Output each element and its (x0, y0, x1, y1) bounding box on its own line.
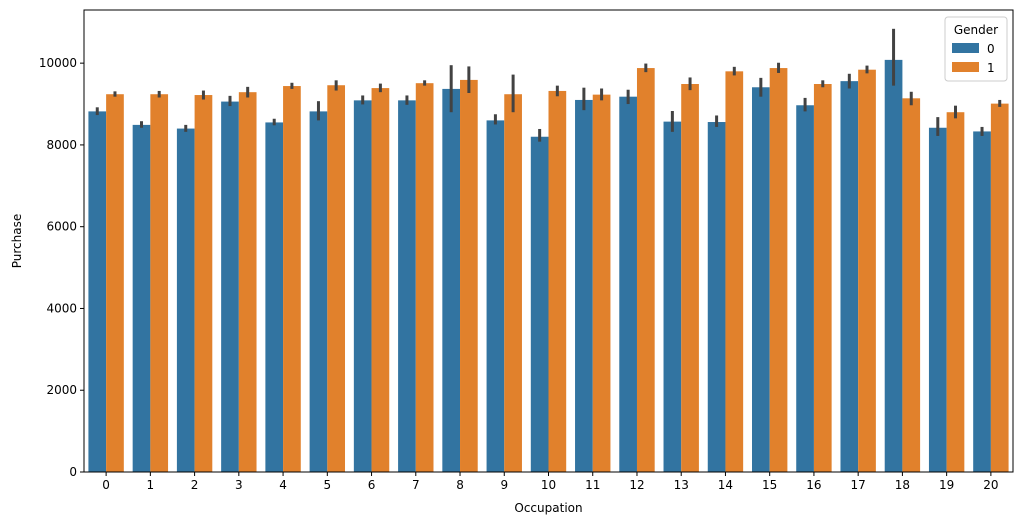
bar-occupation-18-gender-0 (884, 59, 903, 472)
bar-occupation-11-gender-1 (592, 94, 611, 472)
bar-occupation-9-gender-0 (486, 120, 505, 472)
legend-title: Gender (954, 23, 998, 37)
x-tick-label: 9 (500, 478, 508, 492)
bar-occupation-1-gender-1 (150, 94, 169, 472)
bar-occupation-1-gender-0 (132, 124, 151, 472)
x-tick-label: 4 (279, 478, 287, 492)
bar-occupation-17-gender-0 (840, 81, 859, 472)
bar-occupation-0-gender-0 (88, 111, 107, 472)
legend-label-gender-0: 0 (987, 42, 995, 56)
bar-occupation-9-gender-1 (504, 94, 522, 472)
y-tick-label: 8000 (46, 138, 77, 152)
bar-occupation-16-gender-1 (813, 84, 832, 472)
legend-label-gender-1: 1 (987, 61, 995, 75)
x-tick-label: 17 (851, 478, 866, 492)
bar-occupation-14-gender-1 (725, 71, 744, 472)
bar-occupation-2-gender-1 (194, 95, 213, 472)
legend-swatch-gender-1 (952, 62, 979, 72)
bars-layer (88, 59, 1009, 473)
x-tick-label: 14 (718, 478, 733, 492)
bar-occupation-15-gender-0 (752, 87, 770, 473)
bar-occupation-20-gender-1 (990, 103, 1009, 472)
bar-occupation-19-gender-1 (946, 112, 965, 473)
bar-occupation-4-gender-1 (283, 86, 301, 473)
error-bars-layer (95, 28, 1002, 142)
bar-occupation-5-gender-0 (309, 111, 328, 472)
bar-occupation-13-gender-1 (681, 84, 699, 472)
y-axis-label: Purchase (10, 214, 24, 269)
x-tick-label: 6 (368, 478, 376, 492)
bar-occupation-18-gender-1 (902, 98, 921, 472)
x-tick-label: 11 (585, 478, 600, 492)
bar-occupation-10-gender-0 (530, 136, 549, 473)
bar-occupation-15-gender-1 (769, 68, 788, 472)
bar-occupation-6-gender-1 (371, 88, 390, 472)
bar-occupation-14-gender-0 (707, 122, 726, 473)
legend: Gender 01 (944, 16, 1008, 82)
x-axis-label: Occupation (514, 501, 582, 515)
bar-occupation-2-gender-0 (176, 128, 195, 472)
bar-occupation-16-gender-0 (796, 105, 814, 472)
bar-occupation-3-gender-0 (221, 101, 239, 472)
x-tick-label: 5 (323, 478, 331, 492)
legend-swatch-gender-0 (952, 43, 979, 53)
bar-occupation-13-gender-0 (663, 121, 682, 473)
x-tick-label: 7 (412, 478, 420, 492)
legend-items: 01 (952, 42, 995, 75)
x-tick-label: 3 (235, 478, 243, 492)
y-tick-label: 0 (69, 465, 77, 479)
bar-occupation-20-gender-0 (973, 131, 991, 472)
bar-occupation-7-gender-0 (398, 100, 416, 473)
bar-occupation-6-gender-0 (353, 100, 372, 473)
x-axis-ticks: 0 1 2 3 4 5 6 7 8 9 10 11 12 13 14 15 16 17 18 19 20 (102, 472, 999, 492)
bar-occupation-19-gender-0 (928, 127, 947, 472)
x-tick-label: 0 (102, 478, 110, 492)
bar-occupation-12-gender-0 (619, 96, 637, 473)
bar-occupation-7-gender-1 (415, 83, 434, 473)
x-tick-label: 10 (541, 478, 556, 492)
x-tick-label: 1 (147, 478, 155, 492)
bar-occupation-17-gender-1 (858, 69, 876, 472)
y-tick-label: 10000 (39, 56, 77, 70)
bar-occupation-3-gender-1 (238, 92, 257, 473)
x-tick-label: 13 (674, 478, 689, 492)
bar-occupation-10-gender-1 (548, 90, 567, 472)
x-tick-label: 8 (456, 478, 464, 492)
x-tick-label: 19 (939, 478, 954, 492)
bar-occupation-8-gender-1 (460, 79, 478, 472)
y-tick-label: 6000 (46, 220, 77, 234)
x-tick-label: 20 (983, 478, 998, 492)
x-tick-label: 18 (895, 478, 910, 492)
x-tick-label: 15 (762, 478, 777, 492)
bar-occupation-0-gender-1 (106, 94, 124, 472)
x-tick-label: 12 (629, 478, 644, 492)
x-tick-label: 16 (806, 478, 821, 492)
y-axis-ticks: 0 2000 4000 6000 8000 10000 (39, 56, 84, 479)
bar-occupation-4-gender-0 (265, 122, 284, 473)
bar-occupation-11-gender-0 (575, 99, 593, 472)
bar-occupation-8-gender-0 (442, 88, 461, 472)
bar-occupation-5-gender-1 (327, 85, 346, 472)
x-tick-label: 2 (191, 478, 199, 492)
bar-occupation-12-gender-1 (636, 68, 655, 472)
y-tick-label: 2000 (46, 383, 77, 397)
y-tick-label: 4000 (46, 301, 77, 315)
